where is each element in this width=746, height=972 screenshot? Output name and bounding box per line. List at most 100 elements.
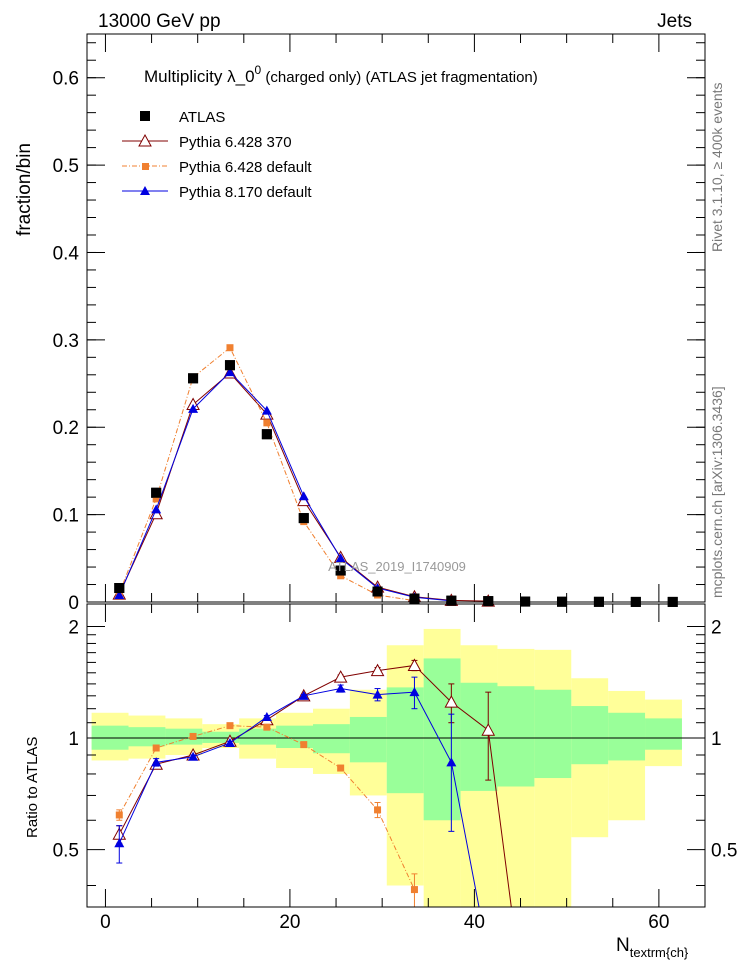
analysis-watermark: ATLAS_2019_I1740909	[328, 559, 466, 574]
main-point-atlas	[409, 593, 420, 604]
main-ytick-label: 0.6	[53, 69, 79, 90]
ratio-ytick-label: 0.5	[53, 841, 79, 862]
main-point-atlas	[224, 360, 235, 371]
ratio-point-py8-default	[335, 683, 346, 693]
header-left: 13000 GeV pp	[98, 11, 221, 32]
legend-label-py6-default: Pythia 6.428 default	[179, 159, 312, 176]
main-point-atlas	[151, 487, 162, 498]
main-point-py6-default	[226, 344, 234, 352]
main-tick-layer: 0 0.1 0.2 0.3 0.4 0.5 0.6	[53, 34, 705, 614]
main-point-py8-default	[261, 405, 272, 415]
ratio-point-py8-default	[446, 757, 457, 767]
ratio-point-py6-default	[374, 806, 382, 814]
main-point-py6-default	[337, 572, 345, 580]
main-point-py8-default	[151, 504, 162, 514]
ratio-point-py8-default	[372, 689, 383, 699]
xlabel-main: N	[616, 935, 630, 956]
side-text-mcplots: mcplots.cern.ch [arXiv:1306.3436]	[709, 386, 725, 598]
ratio-band-layer	[87, 628, 705, 907]
main-point-atlas	[335, 565, 346, 576]
main-ytick-label: 0.4	[53, 243, 80, 264]
main-point-py6-default	[152, 495, 160, 503]
legend: ATLAS Pythia 6.428 370 Pythia 6.428 defa…	[122, 109, 312, 201]
ratio-ytick-label-right: 1	[711, 729, 722, 750]
legend-marker-py8-default	[140, 186, 150, 195]
ratio-point-py8-default	[188, 751, 199, 761]
ratio-panel: 0.5 0.51 12 20 20 40 60 Ratio to ATLAS Ntextrm…	[24, 603, 737, 960]
band-green	[202, 731, 240, 743]
band-green	[239, 728, 277, 745]
main-point-py8-default	[335, 553, 346, 563]
ratio-xtick-label: 0	[100, 912, 111, 933]
main-title-text: Multiplicity λ_0	[144, 67, 255, 86]
band-green	[386, 687, 424, 794]
main-ytick-label: 0.1	[53, 506, 79, 527]
ratio-point-py8-default	[151, 757, 162, 767]
main-point-py8-default	[114, 590, 125, 600]
band-yellow	[534, 649, 572, 907]
main-point-atlas	[298, 513, 309, 524]
ratio-xlabel: Ntextrm{ch}	[616, 935, 689, 960]
xlabel-sub: textrm{ch}	[630, 945, 689, 960]
legend-label-py8-default: Pythia 8.170 default	[179, 184, 312, 201]
legend-label-py6-370: Pythia 6.428 370	[179, 134, 292, 151]
main-ytick-label: 0.3	[53, 331, 79, 352]
ratio-point-py6-default	[410, 886, 418, 894]
ratio-series-layer	[112, 658, 512, 908]
ratio-point-py6-370	[370, 663, 385, 677]
legend-marker-py6-370	[138, 133, 152, 147]
main-line-py8-default	[118, 371, 452, 602]
band-green	[497, 686, 535, 787]
main-point-py6-default	[263, 419, 271, 427]
ratio-point-py6-default	[300, 741, 308, 749]
band-green	[165, 728, 203, 745]
main-ytick-label: 0.5	[53, 156, 79, 177]
main-point-py8-default	[224, 367, 235, 377]
legend-marker-py6-default	[142, 163, 149, 170]
ratio-tick-layer: 0.5 0.51 12 20 20 40 60	[53, 604, 737, 933]
ratio-point-py6-default	[263, 723, 271, 731]
band-green	[534, 689, 572, 779]
band-green	[423, 658, 461, 821]
ratio-point-py6-default	[189, 732, 197, 740]
ratio-frame	[86, 603, 706, 908]
main-point-atlas	[372, 586, 383, 597]
main-point-py8-default	[188, 403, 199, 413]
main-title: Multiplicity λ_00 (charged only) (ATLAS …	[144, 63, 538, 86]
ratio-point-py6-default	[115, 811, 123, 819]
ratio-xtick-label: 40	[464, 912, 485, 933]
ratio-xtick-label: 20	[279, 912, 300, 933]
legend-label-atlas: ATLAS	[179, 109, 225, 126]
legend-marker-atlas	[140, 111, 150, 121]
main-point-atlas	[188, 373, 199, 384]
band-green	[608, 712, 646, 761]
header-right: Jets	[657, 11, 692, 32]
band-green	[128, 727, 166, 747]
band-green	[571, 706, 609, 765]
ratio-ytick-label: 1	[68, 729, 79, 750]
main-title-sup: 0	[255, 63, 262, 77]
ratio-xtick-label: 60	[648, 912, 669, 933]
ratio-ytick-label-right: 0.5	[711, 841, 737, 862]
main-ytick-label: 0	[68, 593, 79, 614]
main-panel: 00.10.20.30.40.50.6 Multiplicity λ_00 (c…	[14, 33, 706, 614]
main-title-rest: (charged only) (ATLAS jet fragmentation)	[261, 69, 538, 86]
band-green	[349, 716, 387, 763]
ratio-point-py8-default	[114, 838, 125, 848]
ratio-point-py8-default	[224, 737, 235, 747]
ratio-point-py8-default	[298, 690, 309, 700]
band-green	[645, 718, 682, 750]
ratio-point-py8-default	[409, 687, 420, 697]
main-point-atlas	[261, 429, 272, 440]
band-green	[460, 682, 498, 791]
ratio-ytick-label: 2	[68, 617, 79, 638]
ratio-point-py8-default	[261, 711, 272, 721]
main-point-py8-default	[298, 491, 309, 501]
side-text-rivet: Rivet 3.1.10, ≥ 400k events	[709, 82, 725, 252]
main-ylabel: fraction/bin	[14, 143, 35, 236]
ratio-point-py6-default	[337, 764, 345, 772]
ratio-point-py6-370	[333, 670, 348, 683]
ratio-point-py6-default	[226, 722, 234, 730]
main-point-atlas	[483, 596, 494, 607]
